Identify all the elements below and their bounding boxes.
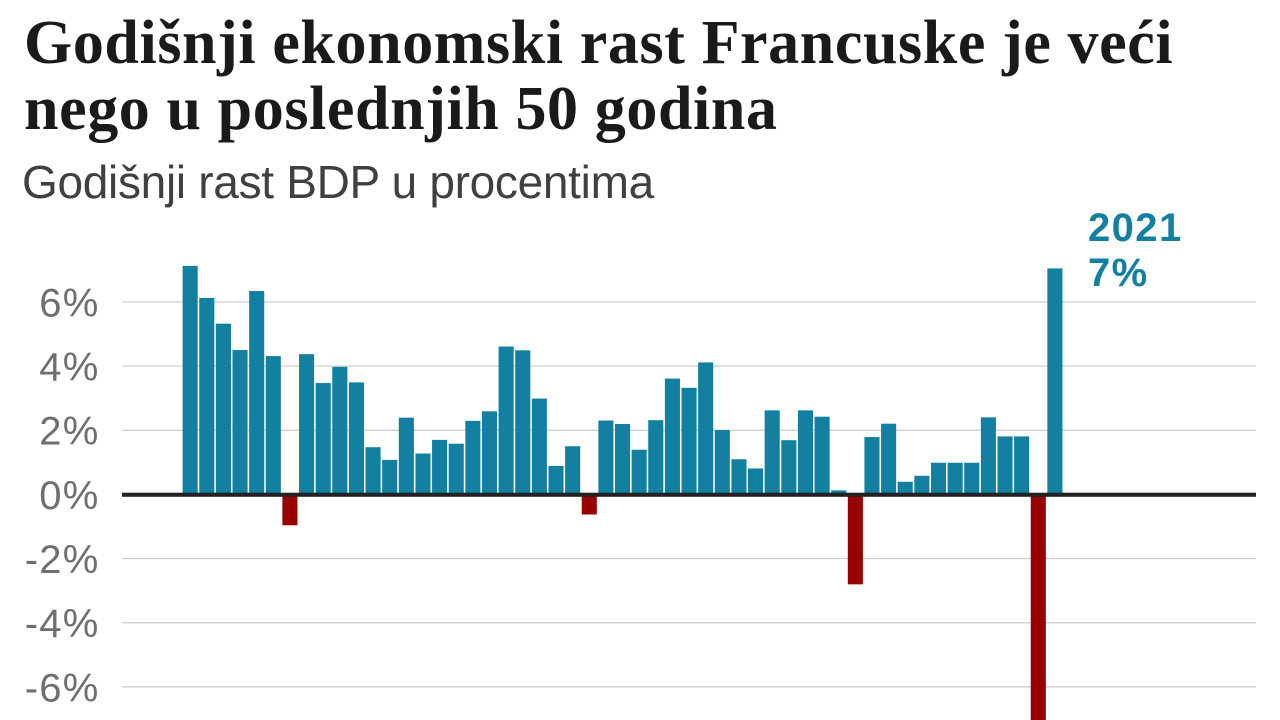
svg-text:-4%: -4% [25, 602, 100, 646]
svg-text:4%: 4% [39, 345, 99, 389]
svg-text:0%: 0% [39, 474, 99, 518]
svg-text:-2%: -2% [25, 538, 100, 582]
svg-text:2%: 2% [39, 410, 99, 454]
svg-text:-6%: -6% [25, 666, 100, 710]
svg-text:6%: 6% [39, 281, 99, 325]
